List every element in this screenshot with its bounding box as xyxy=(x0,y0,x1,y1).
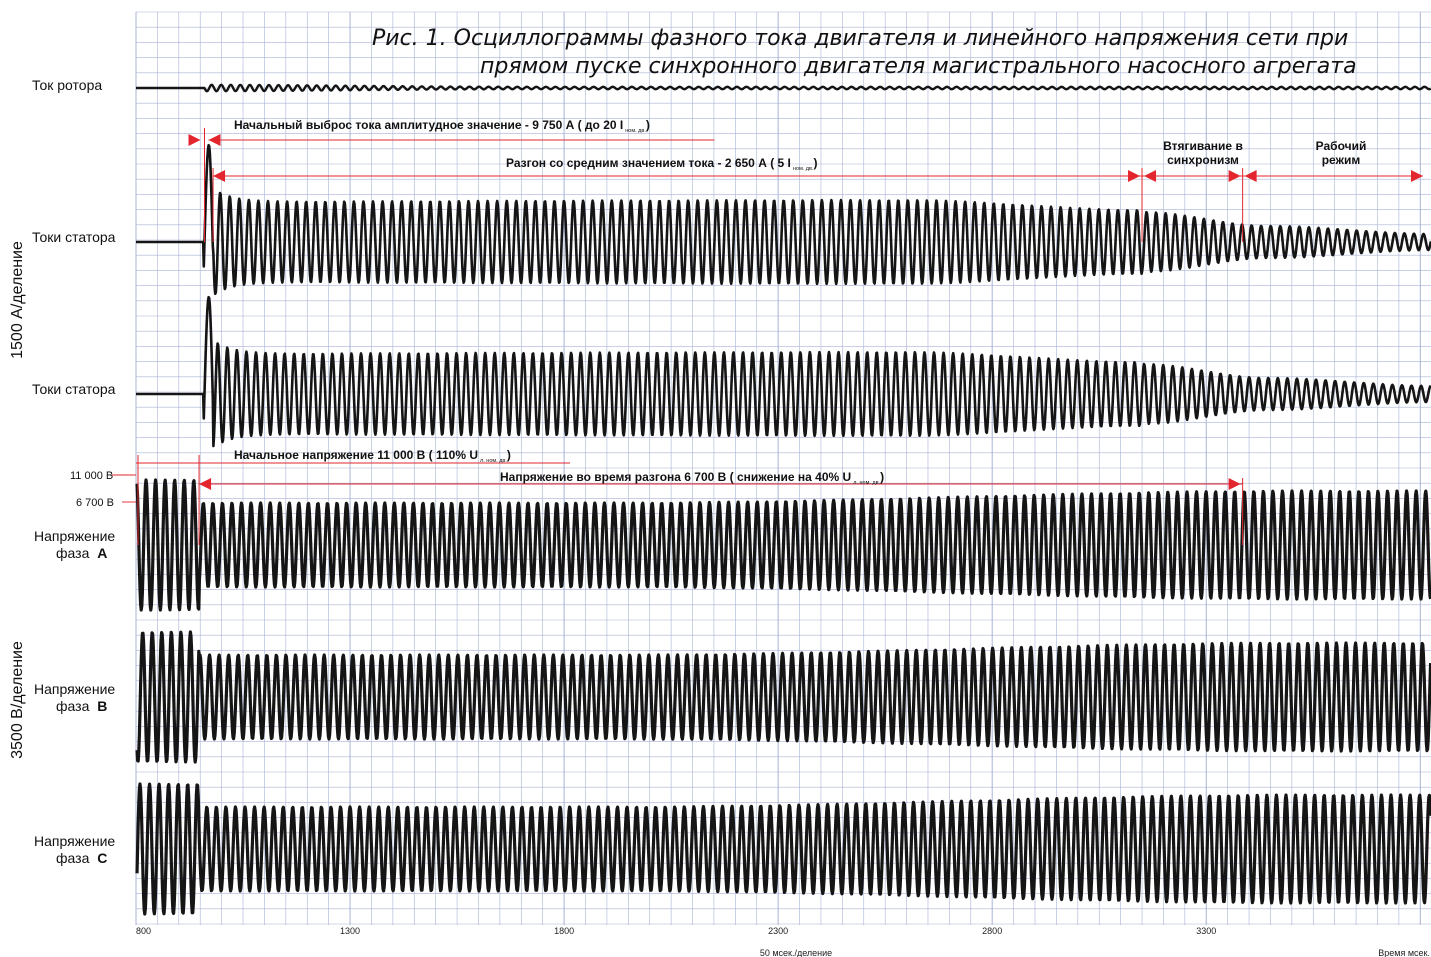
annotation-accel-end: ) xyxy=(813,156,817,170)
annotation-vinit-main: Начальное напряжение 11 000 В ( 110% U xyxy=(234,448,478,462)
marker-inrush-arrow-right xyxy=(208,134,221,146)
marker-inrush-arrow-left xyxy=(188,134,201,146)
x-tick-label: 2800 xyxy=(982,926,1002,936)
x-axis-division-label: 50 мсек./деление xyxy=(760,948,832,957)
annotation-sync-line2: синхронизм xyxy=(1167,153,1239,167)
channel-label-vb-line1: Напряжение xyxy=(34,681,115,697)
marker-accel-arrow-left xyxy=(213,170,226,182)
channel-label-va-letter: А xyxy=(97,545,107,561)
annotation-accel-sub: ном. дв. xyxy=(793,166,814,172)
trace-stator-current-1 xyxy=(135,143,1431,296)
marker-work-arrow-right xyxy=(1411,170,1423,182)
x-tick-label: 800 xyxy=(136,926,151,936)
trace-voltage-a xyxy=(135,478,1431,612)
annotation-vaccel-end: ) xyxy=(880,470,884,484)
channel-label-vb-line2: фаза В xyxy=(56,698,107,714)
annotation-work-line2: режим xyxy=(1322,153,1361,167)
annotation-work-line1: Рабочий xyxy=(1316,139,1367,153)
chart-traces xyxy=(135,83,1431,916)
annotation-accel: Разгон со средним значением тока - 2 650… xyxy=(506,156,817,172)
annotation-inrush-end: ) xyxy=(646,118,650,132)
marker-vaccel-arrow-left xyxy=(199,478,212,490)
marker-sync-arrow-left xyxy=(1144,170,1157,182)
x-tick-label: 1800 xyxy=(554,926,574,936)
trace-stator-current-2 xyxy=(135,295,1431,448)
annotation-inrush-main: Начальный выброс тока амплитудное значен… xyxy=(234,118,623,132)
annotation-inrush-sub: ном. дв. xyxy=(625,128,646,134)
annotation-vinit-end: ) xyxy=(507,448,511,462)
annotation-vaccel-main: Напряжение во время разгона 6 700 В ( сн… xyxy=(500,470,851,484)
trace-rotor-current xyxy=(135,83,1431,93)
channel-label-vc-word: фаза xyxy=(56,850,90,866)
x-axis-label: Время мсек. xyxy=(1378,948,1430,957)
marker-accel-arrow-right xyxy=(1128,170,1141,182)
x-tick-label: 1300 xyxy=(340,926,360,936)
marker-work-arrow-left xyxy=(1244,170,1257,182)
annotation-inrush: Начальный выброс тока амплитудное значен… xyxy=(234,118,650,134)
annotation-sync-line1: Втягивание в xyxy=(1163,139,1243,153)
channel-label-va-word: фаза xyxy=(56,545,90,561)
chart-title-line2: прямом пуске синхронного двигателя магис… xyxy=(480,54,1357,79)
voltage-level-6700: 6 700 В xyxy=(76,497,114,509)
annotation-vinit-sub: л. ном. дв. xyxy=(480,458,507,464)
channel-label-vc-line2: фаза С xyxy=(56,850,107,866)
x-tick-label: 2300 xyxy=(768,926,788,936)
channel-label-vc-letter: С xyxy=(97,850,107,866)
channel-label-rotor: Ток ротора xyxy=(32,77,102,93)
marker-vaccel-arrow-right xyxy=(1228,478,1241,490)
channel-label-vc-line1: Напряжение xyxy=(34,833,115,849)
channel-label-stator-2: Токи статора xyxy=(32,381,116,397)
x-axis-ticks: 800 1300 1800 2300 2800 3300 xyxy=(136,926,1216,936)
annotation-accel-main: Разгон со средним значением тока - 2 650… xyxy=(506,156,791,170)
trace-voltage-b xyxy=(135,630,1431,764)
channel-label-vb-letter: В xyxy=(97,698,107,714)
chart-title-line1: Рис. 1. Осциллограммы фазного тока двига… xyxy=(372,26,1348,51)
marker-sync-arrow-right xyxy=(1228,170,1241,182)
voltage-level-11000: 11 000 В xyxy=(70,470,113,482)
y-axis-label-current: 1500 А/деление xyxy=(9,241,26,359)
trace-voltage-c xyxy=(135,782,1431,916)
channel-label-stator-1: Токи статора xyxy=(32,229,116,245)
x-tick-label: 3300 xyxy=(1196,926,1216,936)
channel-label-va-line2: фаза А xyxy=(56,545,107,561)
channel-label-vb-word: фаза xyxy=(56,698,90,714)
annotation-vaccel: Напряжение во время разгона 6 700 В ( сн… xyxy=(500,470,884,486)
y-axis-label-voltage: 3500 В/деление xyxy=(9,641,26,759)
annotation-vaccel-sub: л. ном. дв. xyxy=(853,480,880,486)
annotation-markers xyxy=(112,128,1423,545)
channel-label-va-line1: Напряжение xyxy=(34,528,115,544)
